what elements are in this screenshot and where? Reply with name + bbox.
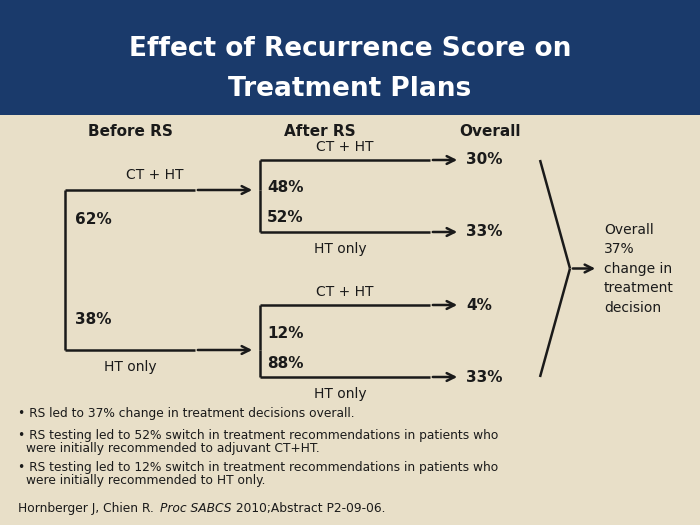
- Text: Overall: Overall: [459, 124, 521, 140]
- Bar: [0, 0, 700, 115]
- Text: Treatment Plans: Treatment Plans: [228, 76, 472, 102]
- Text: Before RS: Before RS: [88, 124, 172, 140]
- Text: 48%: 48%: [267, 181, 304, 195]
- Text: CT + HT: CT + HT: [316, 140, 374, 154]
- Text: HT only: HT only: [104, 360, 156, 374]
- Text: • RS led to 37% change in treatment decisions overall.: • RS led to 37% change in treatment deci…: [18, 407, 355, 420]
- Text: 62%: 62%: [75, 213, 112, 227]
- Text: 33%: 33%: [466, 225, 503, 239]
- Text: After RS: After RS: [284, 124, 356, 140]
- Text: Effect of Recurrence Score on: Effect of Recurrence Score on: [129, 36, 571, 62]
- Text: 2010;Abstract P2-09-06.: 2010;Abstract P2-09-06.: [232, 502, 386, 515]
- Text: HT only: HT only: [314, 387, 366, 401]
- Text: 30%: 30%: [466, 152, 503, 167]
- Text: Hornberger J, Chien R.: Hornberger J, Chien R.: [18, 502, 158, 515]
- Text: • RS testing led to 52% switch in treatment recommendations in patients who: • RS testing led to 52% switch in treatm…: [18, 429, 498, 442]
- Text: CT + HT: CT + HT: [316, 285, 374, 299]
- Text: 88%: 88%: [267, 355, 304, 371]
- Text: were initially recommended to adjuvant CT+HT.: were initially recommended to adjuvant C…: [26, 442, 320, 455]
- Text: CT + HT: CT + HT: [126, 168, 183, 182]
- Text: 52%: 52%: [267, 211, 304, 226]
- Text: 38%: 38%: [75, 312, 111, 328]
- Text: 12%: 12%: [267, 326, 304, 341]
- Text: • RS testing led to 12% switch in treatment recommendations in patients who: • RS testing led to 12% switch in treatm…: [18, 461, 498, 474]
- Text: 4%: 4%: [466, 298, 492, 312]
- Text: HT only: HT only: [314, 242, 366, 256]
- Text: 33%: 33%: [466, 370, 503, 384]
- Text: were initially recommended to HT only.: were initially recommended to HT only.: [26, 474, 265, 487]
- Text: Overall
37%
change in
treatment
decision: Overall 37% change in treatment decision: [604, 223, 674, 314]
- Text: Proc SABCS: Proc SABCS: [160, 502, 232, 515]
